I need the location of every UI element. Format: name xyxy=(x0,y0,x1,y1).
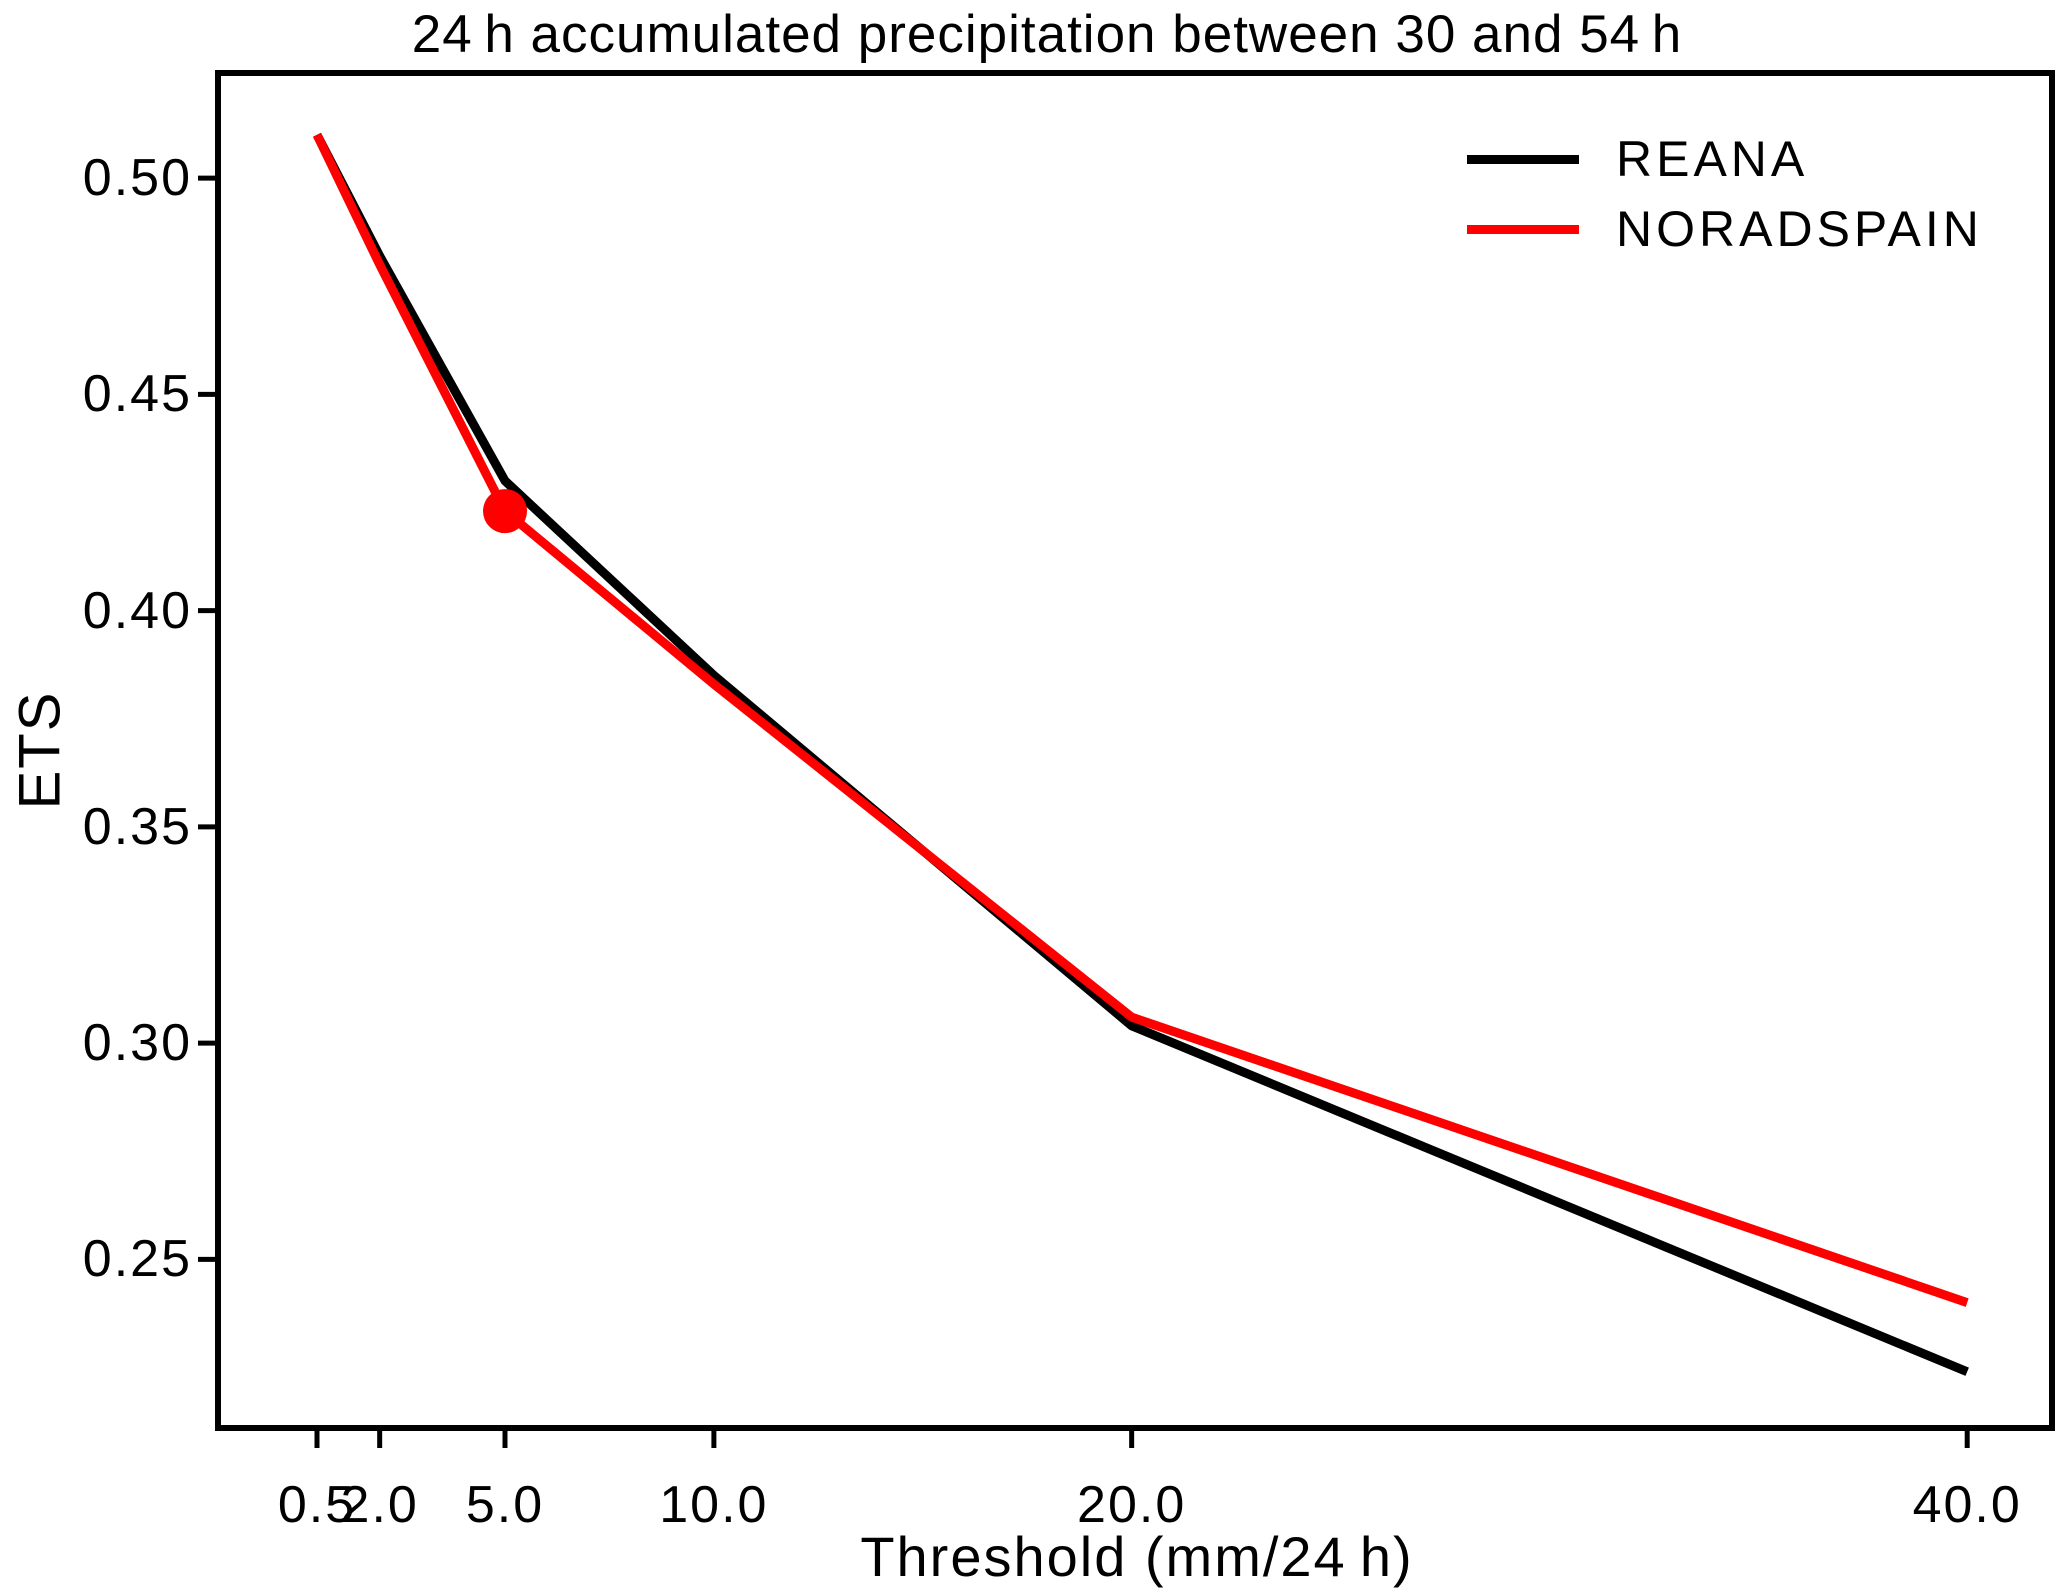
legend: REANA NORADSPAIN xyxy=(1467,131,1983,257)
plot-frame xyxy=(215,70,2055,1431)
x-axis-title: Threshold (mm/24 h) xyxy=(860,1525,1414,1588)
y-tick-label: 0.35 xyxy=(82,797,192,856)
x-tick-label: 2.0 xyxy=(340,1476,419,1534)
series-marker-noradspain xyxy=(483,489,528,534)
y-tick-label: 0.40 xyxy=(82,581,192,640)
x-tick-label: 10.0 xyxy=(659,1476,769,1534)
y-tick-label: 0.50 xyxy=(82,149,192,208)
y-tick-label: 0.25 xyxy=(82,1230,192,1289)
legend-item-reana: REANA xyxy=(1467,131,1983,187)
chart-title: 24 h accumulated precipitation between 3… xyxy=(411,5,1683,64)
legend-label-noradspain: NORADSPAIN xyxy=(1616,201,1983,257)
legend-item-noradspain: NORADSPAIN xyxy=(1467,201,1983,257)
legend-line-sample-reana xyxy=(1467,154,1579,164)
y-axis-title: ETS xyxy=(7,690,73,810)
x-tick-label: 40.0 xyxy=(1912,1476,2022,1534)
x-tick-label: 20.0 xyxy=(1077,1476,1187,1534)
series-line-noradspain xyxy=(312,132,1969,1307)
x-tick-label: 0.5 xyxy=(277,1476,357,1534)
series-line-reana xyxy=(313,132,1969,1376)
x-tick-label: 5.0 xyxy=(465,1476,545,1534)
legend-line-sample-noradspain xyxy=(1467,224,1579,234)
y-tick-label: 0.30 xyxy=(82,1014,192,1073)
y-tick-label: 0.45 xyxy=(82,365,192,424)
legend-label-reana: REANA xyxy=(1616,131,1809,187)
